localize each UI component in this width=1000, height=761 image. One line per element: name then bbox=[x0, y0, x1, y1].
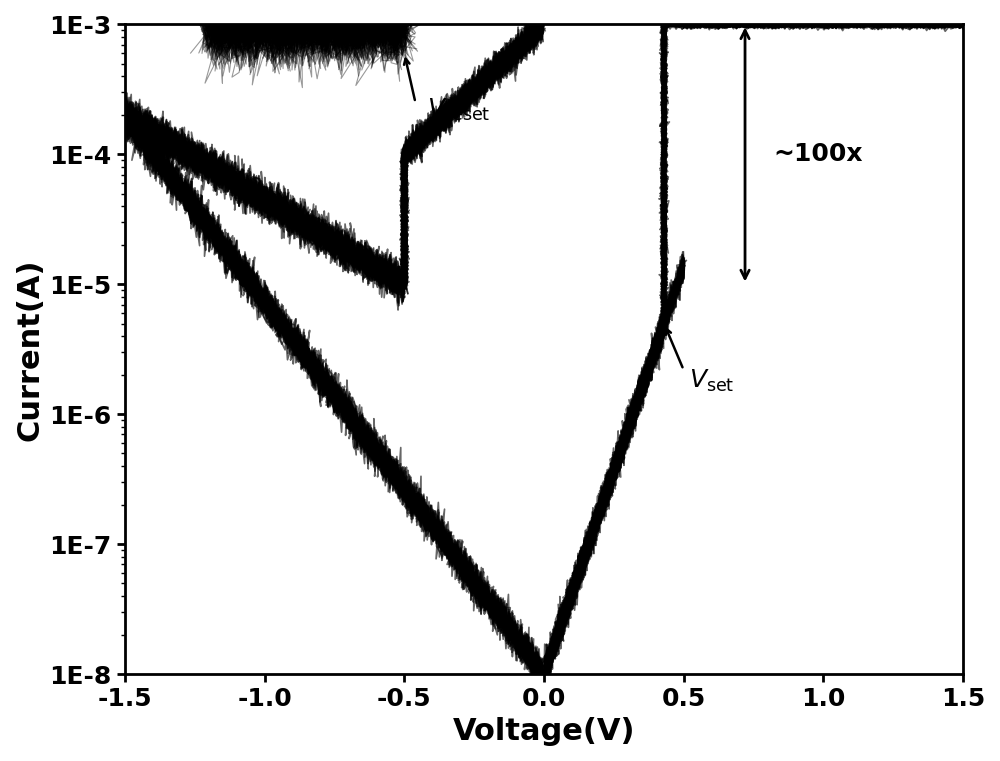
Text: $\mathit{V}_{\rm set}$: $\mathit{V}_{\rm set}$ bbox=[689, 368, 735, 394]
Text: $\mathit{V}_{\rm reset}$: $\mathit{V}_{\rm reset}$ bbox=[427, 97, 490, 123]
Y-axis label: Current(A): Current(A) bbox=[15, 258, 44, 441]
X-axis label: Voltage(V): Voltage(V) bbox=[453, 717, 635, 746]
Text: ~100x: ~100x bbox=[773, 142, 862, 167]
